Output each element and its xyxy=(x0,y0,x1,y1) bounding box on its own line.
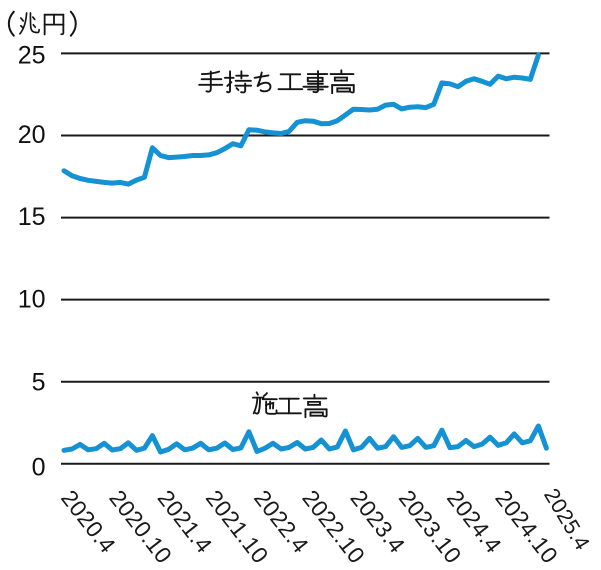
svg-text:10: 10 xyxy=(18,286,46,314)
svg-text:25: 25 xyxy=(18,42,46,70)
svg-text:20: 20 xyxy=(18,121,46,149)
svg-text:15: 15 xyxy=(18,203,46,231)
svg-text:5: 5 xyxy=(32,369,46,397)
svg-text:0: 0 xyxy=(32,453,46,481)
